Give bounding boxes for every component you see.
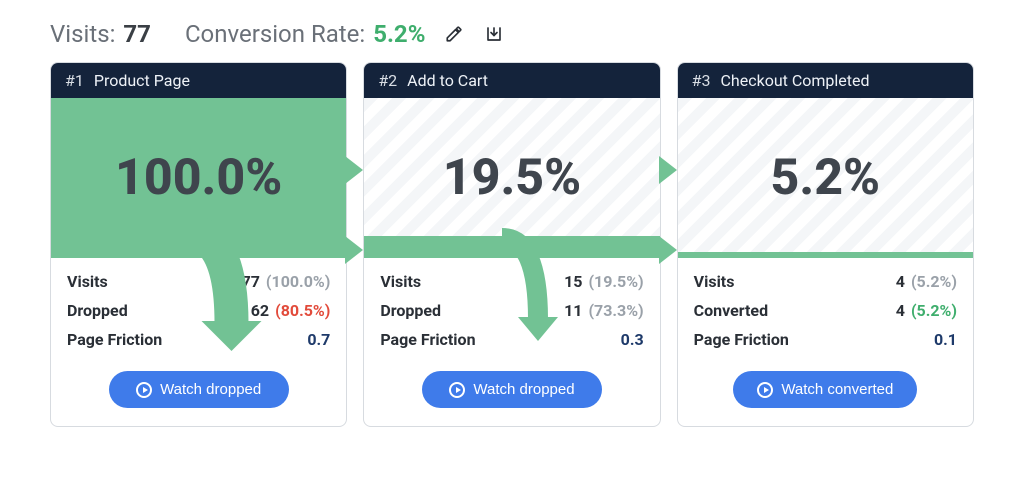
step-pct: 5.2% — [771, 149, 881, 207]
play-icon — [757, 382, 773, 398]
step-rank: #3 — [692, 71, 711, 90]
stat-key: Converted — [694, 301, 768, 320]
step-pct: 100.0% — [115, 149, 282, 207]
stat-row: Converted 4(5.2%) — [694, 301, 957, 320]
step-hero: 5.2% — [678, 98, 973, 258]
export-icon[interactable] — [483, 23, 505, 45]
play-icon — [449, 382, 465, 398]
flow-arrow-icon — [345, 156, 363, 184]
stat-row: Visits 77(100.0%) — [67, 272, 330, 291]
step-stats: Visits 77(100.0%) Dropped 62(80.5%) Page Fri… — [51, 258, 346, 363]
button-label: Watch converted — [781, 381, 893, 398]
stat-value: 0.1 — [934, 330, 957, 349]
card-header: #2 Add to Cart — [364, 63, 659, 98]
stat-row: Visits 4(5.2%) — [694, 272, 957, 291]
stat-value: 4(5.2%) — [896, 272, 957, 291]
stat-value: 0.3 — [621, 330, 644, 349]
step-hero: 19.5% — [364, 98, 659, 258]
step-rank: #2 — [378, 71, 397, 90]
stat-key: Page Friction — [67, 330, 162, 349]
flow-band — [364, 236, 659, 258]
stat-row: Page Friction 0.3 — [380, 330, 643, 349]
funnel-step-card: #2 Add to Cart 19.5% Visits 15(19.5%) Dropped… — [363, 62, 660, 427]
summary-bar: Visits: 77 Conversion Rate: 5.2% — [50, 20, 974, 48]
step-stats: Visits 4(5.2%) Converted 4(5.2%) Page Fricti… — [678, 258, 973, 363]
step-rank: #1 — [65, 71, 84, 90]
stat-row: Dropped 11(73.3%) — [380, 301, 643, 320]
button-row: Watch dropped — [364, 363, 659, 426]
stat-key: Page Friction — [380, 330, 475, 349]
watch-converted-button[interactable]: Watch converted — [733, 371, 917, 408]
flow-arrow-icon — [345, 236, 363, 264]
conv-rate-label: Conversion Rate: — [185, 20, 365, 48]
funnel-step-card: #3Checkout Completed5.2%Visits4(5.2%)Con… — [677, 62, 974, 427]
stat-row: Visits 15(19.5%) — [380, 272, 643, 291]
watch-dropped-button[interactable]: Watch dropped — [422, 371, 602, 408]
visits-label: Visits: — [50, 20, 115, 48]
card-header: #3 Checkout Completed — [678, 63, 973, 98]
flow-arrow-icon — [659, 236, 677, 264]
funnel-cards: #1 Product Page 100.0% Visits 77(100.0%) Drop… — [50, 62, 974, 427]
watch-dropped-button[interactable]: Watch dropped — [109, 371, 289, 408]
step-title: Checkout Completed — [721, 71, 870, 90]
button-label: Watch dropped — [160, 381, 261, 398]
stat-key: Visits — [67, 272, 108, 291]
card-header: #1 Product Page — [51, 63, 346, 98]
step-hero: 100.0% — [51, 98, 346, 258]
button-row: Watch converted — [678, 363, 973, 426]
visits-value: 77 — [123, 20, 151, 48]
stat-value: 0.7 — [307, 330, 330, 349]
stat-row: Page Friction 0.7 — [67, 330, 330, 349]
step-pct: 19.5% — [443, 149, 581, 207]
stat-key: Dropped — [380, 301, 441, 320]
stat-value: 62(80.5%) — [251, 301, 331, 320]
conv-rate-value: 5.2% — [373, 20, 425, 48]
button-label: Watch dropped — [473, 381, 574, 398]
stat-row: Page Friction 0.1 — [694, 330, 957, 349]
step-stats: Visits 15(19.5%) Dropped 11(73.3%) Page Fric… — [364, 258, 659, 363]
funnel-step-card: #1 Product Page 100.0% Visits 77(100.0%) Drop… — [50, 62, 347, 427]
button-row: Watch dropped — [51, 363, 346, 426]
stat-value: 77(100.0%) — [242, 272, 331, 291]
stat-key: Dropped — [67, 301, 128, 320]
step-title: Product Page — [94, 71, 190, 90]
stat-key: Visits — [380, 272, 421, 291]
stat-key: Visits — [694, 272, 735, 291]
stat-value: 4(5.2%) — [896, 301, 957, 320]
flow-arrow-icon — [659, 156, 677, 184]
edit-icon[interactable] — [443, 23, 465, 45]
stat-value: 11(73.3%) — [564, 301, 644, 320]
stat-row: Dropped 62(80.5%) — [67, 301, 330, 320]
step-title: Add to Cart — [407, 71, 488, 90]
stat-key: Page Friction — [694, 330, 789, 349]
play-icon — [136, 382, 152, 398]
stat-value: 15(19.5%) — [564, 272, 644, 291]
